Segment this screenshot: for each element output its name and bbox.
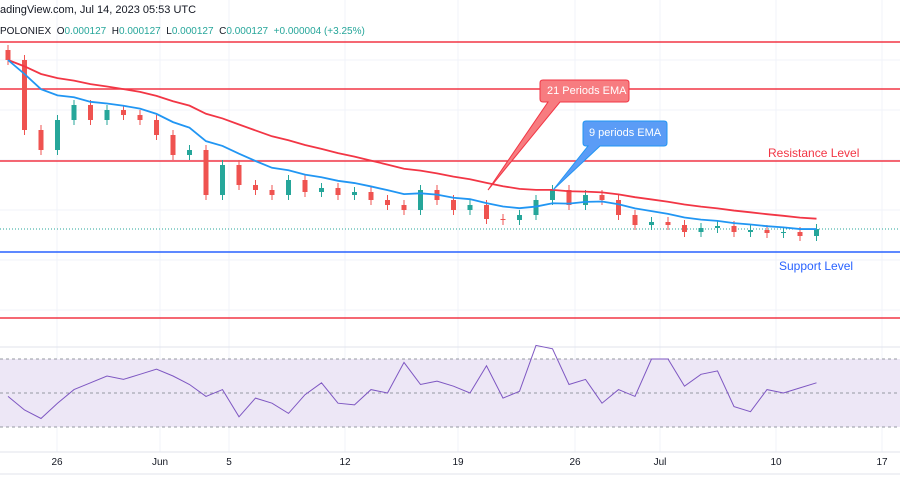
candle-body [484,205,489,219]
candle-body [632,215,638,225]
close-value: 0.000127 [226,26,269,37]
candle-body [220,165,225,195]
candle-body [170,135,176,155]
candle-body [715,226,720,228]
resistance-label: Resistance Level [768,146,860,160]
low-value: 0.000127 [171,26,214,37]
candle-body [566,190,572,205]
x-tick-label: 10 [770,457,782,468]
candle-body [154,120,159,135]
candle-body [797,232,803,236]
candle-body [203,150,209,195]
candle-body [302,180,308,192]
ema21-callout-text: 21 Periods EMA [547,85,627,97]
ohlc-legend: POLONIEX O0.000127 H0.000127 L0.000127 C… [0,26,365,37]
candle-body [451,200,456,210]
c-label: C [219,26,227,37]
candle-body [764,230,770,233]
candle-body [121,110,126,115]
ema9-callout-text: 9 periods EMA [589,127,662,139]
high-value: 0.000127 [119,26,161,37]
x-tick-label: 26 [51,457,63,468]
x-tick-label: Jun [151,457,169,468]
candle-body [781,232,786,233]
candle-body [731,226,737,232]
candle-body [665,222,671,225]
candle-body [616,200,621,215]
candle-body [88,105,93,120]
x-tick-label: 17 [876,457,888,468]
ema9-line [7,59,817,230]
symbol: POLONIEX [0,26,52,37]
l-label: L [166,26,172,37]
candle-body [583,195,588,205]
candle-body [368,192,374,200]
x-tick-label: 26 [569,457,581,468]
candle-body [38,130,44,150]
open-value: 0.000127 [64,26,107,37]
candle-body [71,105,77,120]
candle-body [533,200,539,215]
candle-body [748,230,753,232]
candle-body [467,205,473,210]
candle-body [599,195,605,200]
x-tick-label: 19 [452,457,464,468]
x-tick-label: 5 [226,457,232,468]
candle-body [137,115,143,120]
candle-body [55,120,60,150]
candle-body [550,190,555,200]
candle-body [401,205,407,210]
ema21-callout [487,79,630,191]
o-label: O [56,26,65,37]
candle-body [649,222,654,225]
h-label: H [111,26,119,37]
candle-body [104,110,110,120]
candle-body [698,228,704,232]
ema9-callout [552,120,668,191]
x-tick-label: 12 [339,457,351,468]
x-tick-label: Jul [653,457,667,468]
candle-body [385,200,390,205]
candle-body [500,219,506,220]
candle-body [22,60,27,130]
change-value: +0.000004 (+3.25%) [273,26,365,37]
candle-body [418,190,423,210]
support-label: Support Level [779,259,854,273]
candle-body [335,188,341,195]
candle-body [236,165,242,185]
candle-body [814,229,819,236]
candle-body [5,50,11,60]
candle-body [286,180,291,195]
candle-body [269,190,275,195]
candle-body [253,185,258,190]
ema21-line [7,59,817,220]
rsi-line [7,344,817,420]
candle-body [319,188,324,192]
candle-body [682,225,687,232]
candle-body [517,215,522,220]
candle-body [187,150,192,155]
source-line: adingView.com, Jul 14, 2023 05:53 UTC [0,4,197,16]
candle-body [352,192,357,195]
